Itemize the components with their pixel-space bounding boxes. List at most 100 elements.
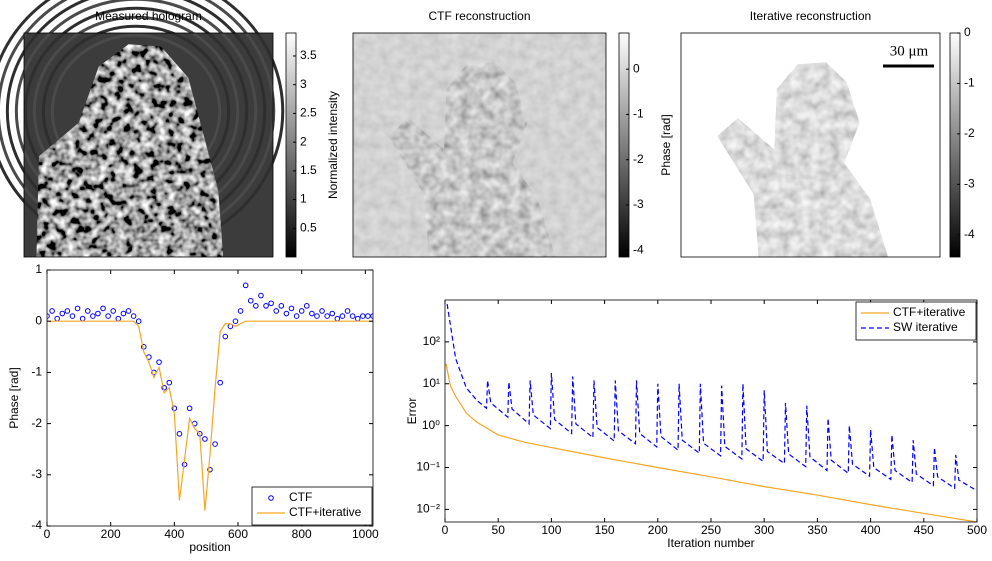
y-tick-label: -2 — [31, 416, 42, 430]
data-point — [84, 308, 91, 314]
data-point — [125, 308, 132, 314]
data-point — [242, 282, 249, 289]
data-point — [329, 310, 336, 317]
y-tick-label: 10⁻¹ — [416, 460, 440, 474]
data-point — [247, 297, 254, 304]
data-point — [344, 308, 351, 314]
y-tick-label: 1 — [35, 262, 42, 276]
data-point — [217, 379, 223, 386]
colorbar-tick-label: 1.5 — [300, 163, 317, 177]
data-point — [232, 318, 239, 325]
x-tick-label: 400 — [164, 527, 184, 541]
data-point — [339, 313, 346, 319]
legend-marker — [268, 495, 274, 501]
y-tick-label: 10¹ — [423, 376, 440, 390]
colorbar-tick-label: 3.5 — [300, 48, 317, 62]
data-point — [283, 310, 290, 317]
data-point — [59, 310, 66, 317]
data-point — [324, 313, 330, 319]
y-axis-label: Error — [405, 398, 419, 425]
axes-box — [444, 299, 978, 523]
y-tick-label: 10⁰ — [422, 418, 440, 432]
x-tick-label: 50 — [492, 523, 506, 537]
data-point — [74, 305, 81, 312]
data-point — [135, 318, 142, 325]
data-point — [100, 305, 106, 312]
image-title: CTF reconstruction — [428, 9, 530, 23]
legend-box — [251, 486, 373, 526]
data-point — [156, 359, 162, 365]
data-line — [47, 320, 373, 511]
data-point — [268, 300, 274, 307]
data-line — [446, 303, 977, 492]
x-axis-label: Iteration number — [667, 536, 754, 550]
data-point — [110, 308, 117, 314]
x-tick-label: 0 — [442, 523, 449, 537]
y-tick-label: 10⁻² — [416, 502, 440, 516]
data-point — [314, 313, 320, 319]
data-point — [49, 308, 55, 314]
data-point — [64, 308, 71, 314]
colorbar-tick-label: -1 — [964, 76, 975, 90]
data-point — [176, 431, 183, 437]
data-point — [202, 436, 208, 442]
image-title: Iterative reconstruction — [750, 9, 871, 23]
data-point — [263, 303, 269, 309]
scale-bar-label: 30 μm — [890, 43, 929, 59]
data-point — [293, 313, 300, 319]
axes-box — [46, 269, 374, 527]
data-point — [207, 466, 213, 473]
colorbar-tick-label: 2 — [300, 134, 307, 148]
data-point — [303, 303, 310, 309]
x-tick-label: 800 — [292, 527, 312, 541]
x-tick-label: 300 — [754, 523, 774, 537]
x-tick-label: 100 — [541, 523, 561, 537]
plot-area — [47, 270, 373, 526]
colorbar-tick-label: -3 — [633, 197, 644, 211]
data-point — [166, 379, 173, 386]
colorbar-tick-label: 1 — [300, 192, 307, 206]
x-tick-label: 250 — [701, 523, 721, 537]
colorbar-label: Normalized intensity — [326, 91, 340, 199]
colorbar-tick-label: 0.5 — [300, 220, 317, 234]
colorbar-tick-label: -3 — [964, 177, 975, 191]
plot — [445, 303, 977, 522]
data-point — [349, 313, 356, 319]
x-tick-label: 600 — [228, 527, 248, 541]
y-tick-label: 10² — [423, 334, 440, 348]
data-point — [278, 303, 285, 309]
image-frame — [352, 32, 607, 258]
data-point — [95, 310, 101, 317]
data-point — [130, 313, 137, 319]
colorbar-label: Phase [rad] — [659, 114, 673, 175]
x-tick-label: 200 — [101, 527, 121, 541]
colorbar-tick-label: 3 — [300, 77, 307, 91]
colorbar-tick-label: 0 — [633, 61, 640, 75]
colorbar — [949, 32, 961, 258]
data-point — [319, 308, 325, 314]
data-point — [186, 405, 193, 412]
legend-box — [855, 301, 977, 341]
data-point — [212, 441, 218, 447]
data-point — [120, 310, 127, 317]
x-tick-label: 0 — [44, 527, 51, 541]
image-frame — [23, 32, 274, 258]
data-point — [298, 308, 305, 314]
x-tick-label: 150 — [595, 523, 615, 537]
colorbar-tick-label: 0 — [964, 25, 971, 39]
x-tick-label: 500 — [967, 523, 987, 537]
plot — [47, 282, 373, 511]
colorbar-tick-label: 2.5 — [300, 106, 317, 120]
y-tick-label: -4 — [31, 518, 42, 532]
data-point — [309, 310, 315, 317]
colorbar — [618, 32, 630, 258]
x-tick-label: 350 — [807, 523, 827, 537]
data-point — [273, 308, 280, 314]
data-point — [105, 313, 111, 319]
data-line — [445, 363, 977, 522]
data-point — [69, 313, 76, 319]
x-tick-label: 450 — [914, 523, 934, 537]
colorbar-tick-label: -2 — [964, 126, 975, 140]
y-axis-label: Phase [rad] — [7, 367, 21, 428]
colorbar — [285, 32, 297, 258]
